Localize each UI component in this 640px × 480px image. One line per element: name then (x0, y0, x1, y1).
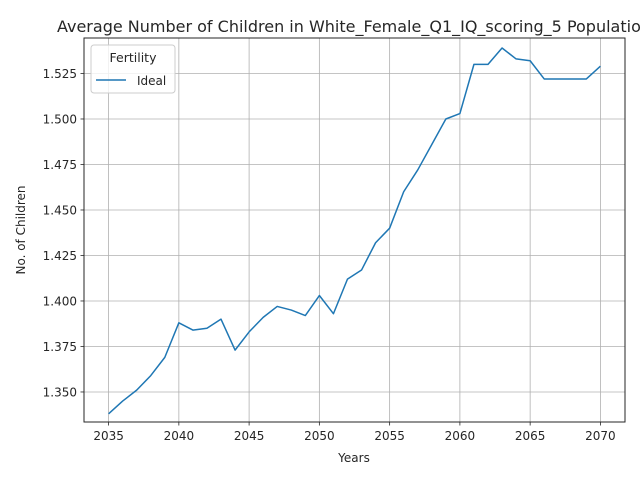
y-tick-label: 1.350 (43, 385, 77, 399)
legend-label-ideal: Ideal (137, 74, 166, 88)
y-tick-label: 1.500 (43, 112, 77, 126)
x-tick-label: 2035 (93, 429, 124, 443)
grid (84, 38, 625, 422)
x-axis-label: Years (337, 451, 370, 465)
y-tick-label: 1.400 (43, 294, 77, 308)
y-tick-label: 1.525 (43, 67, 77, 81)
y-tick-label: 1.475 (43, 158, 77, 172)
y-axis-label: No. of Children (14, 185, 28, 274)
plot-frame (83, 37, 626, 423)
y-tick-label: 1.375 (43, 340, 77, 354)
x-tick-label: 2070 (585, 429, 616, 443)
y-tick-label: 1.425 (43, 249, 77, 263)
axis-ticks: 2035 2040 2045 2050 2055 2060 2065 2070 1.350 1.3… (43, 67, 616, 443)
x-tick-label: 2050 (304, 429, 335, 443)
legend-box (90, 44, 176, 94)
legend-title: Fertility (110, 50, 158, 65)
x-tick-label: 2055 (374, 429, 405, 443)
series-layer (108, 47, 601, 415)
chart-title: Average Number of Children in White_Fema… (57, 17, 640, 37)
x-tick-label: 2065 (515, 429, 546, 443)
series-line-ideal (108, 47, 601, 415)
x-tick-label: 2045 (234, 429, 265, 443)
x-tick-label: 2040 (164, 429, 195, 443)
x-tick-label: 2060 (445, 429, 476, 443)
legend: Fertility Ideal (90, 44, 176, 94)
y-tick-label: 1.450 (43, 203, 77, 217)
